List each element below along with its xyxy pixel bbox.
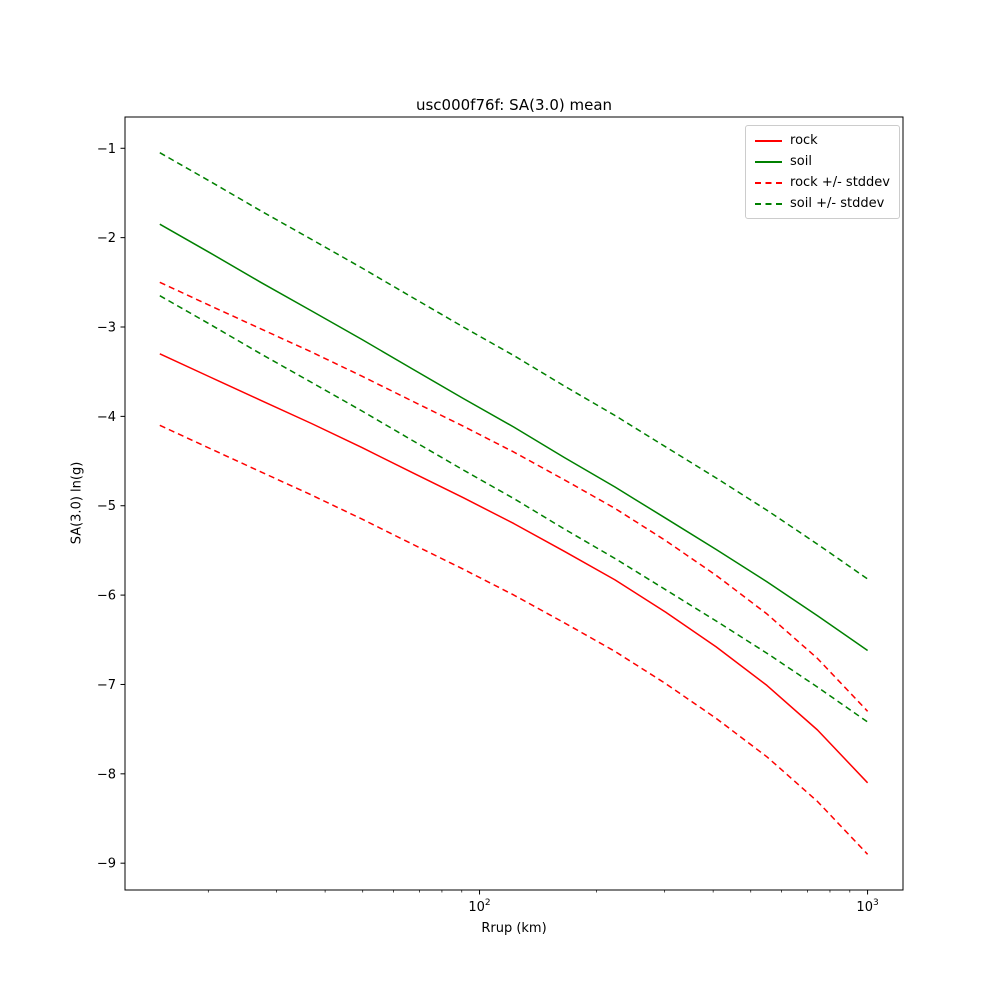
legend-entry: rock [755,133,890,148]
series-line-rock-stddev [159,281,869,712]
legend-label: rock [790,133,818,148]
series-line-soil [159,223,869,652]
x-tick-label: 103 [856,898,878,915]
y-tick-label: −4 [97,410,116,425]
y-tick-label: −9 [97,857,116,872]
chart-title: usc000f76f: SA(3.0) mean [415,96,613,114]
y-tick-label: −3 [97,321,116,336]
y-tick-label: −7 [97,678,116,693]
axes-spines [124,116,904,891]
legend-line-sample [755,139,783,142]
legend-label: soil [790,154,812,169]
legend-label: soil +/- stddev [790,196,885,211]
y-tick-label: −6 [97,589,116,604]
series-line-rock-stddev [159,424,869,855]
legend-entry: soil +/- stddev [755,196,890,211]
legend-line-sample [755,181,783,184]
y-tick-label: −2 [97,231,116,246]
x-tick-label: 102 [468,898,490,915]
legend-entry: rock +/- stddev [755,175,890,190]
legend: rock soil rock +/- stddev soil +/- stddev [745,125,900,219]
y-tick-label: −5 [97,499,116,514]
x-axis-label: Rrup (km) [481,921,547,936]
legend-line-sample [755,202,783,205]
legend-line-sample [755,160,783,163]
series-line-rock [159,353,869,784]
y-tick-label: −1 [97,142,116,157]
series-line-soil-stddev [159,295,869,723]
legend-label: rock +/- stddev [790,175,890,190]
legend-entry: soil [755,154,890,169]
y-tick-label: −8 [97,767,116,782]
series-line-soil-stddev [159,152,869,580]
y-axis-label: SA(3.0) ln(g) [69,461,85,545]
